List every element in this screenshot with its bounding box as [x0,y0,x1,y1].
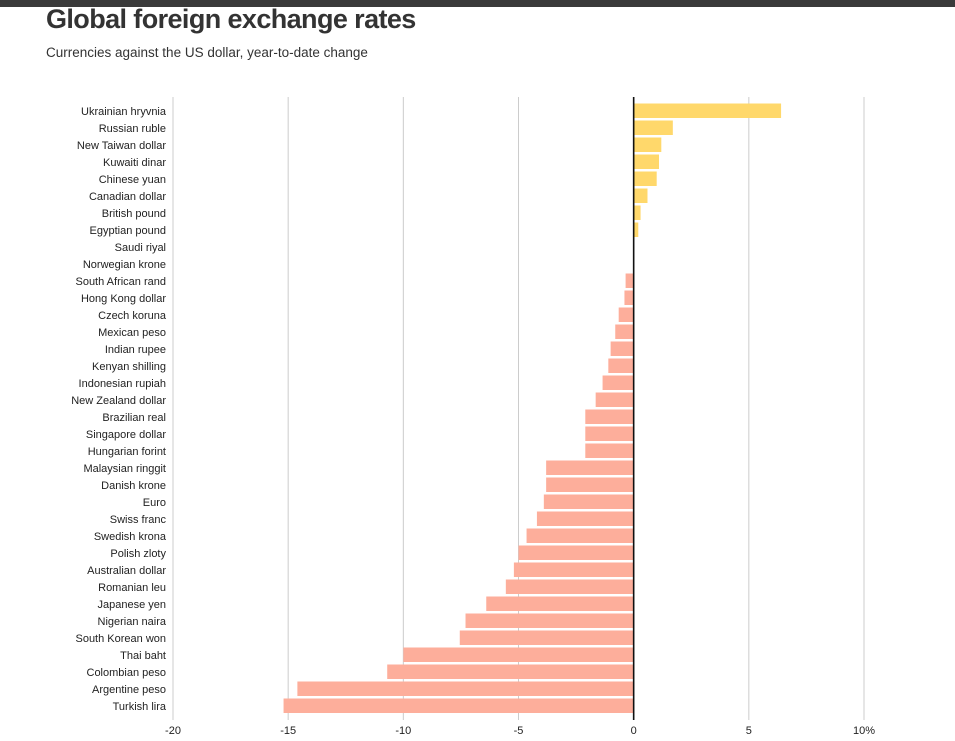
category-label: Swiss franc [110,514,167,526]
category-label: Euro [143,497,166,509]
bar [615,324,634,339]
bar [585,426,634,441]
category-label: Argentine peso [92,684,166,696]
category-label: Danish krone [101,480,166,492]
category-label: Kenyan shilling [92,361,166,373]
x-tick-label: -10 [395,725,411,737]
bar [618,307,634,322]
bar [624,290,634,305]
bar [526,528,634,543]
bar [518,545,634,560]
bar [513,562,634,577]
category-label: Ukrainian hryvnia [81,106,167,118]
x-tick-label: 10% [853,725,875,737]
bar [633,171,657,186]
bar [585,409,634,424]
category-label: British pound [102,208,166,220]
category-label: Hong Kong dollar [81,293,166,305]
top-bar [0,0,955,7]
category-labels: Ukrainian hryvnia Russian ruble New Taiwan… [71,106,167,713]
category-label: Hungarian forint [88,446,166,458]
category-label: Kuwaiti dinar [103,157,166,169]
category-label: Polish zloty [110,548,166,560]
bar [625,273,634,288]
category-label: South African rand [75,276,166,288]
category-label: South Korean won [75,633,166,645]
x-axis-ticks: -20 -15 -10 -5 0 5 10% [165,725,875,737]
category-label: Norwegian krone [83,259,166,271]
category-label: Egyptian pound [90,225,166,237]
bar [585,443,634,458]
bar [486,596,634,611]
bar [595,392,634,407]
category-label: Indian rupee [105,344,166,356]
bar [546,460,634,475]
category-label: Nigerian naira [98,616,167,628]
category-label: Australian dollar [87,565,166,577]
category-label: Brazilian real [102,412,166,424]
x-tick-label: 0 [631,725,637,737]
category-label: Japanese yen [98,599,167,611]
bar [297,681,634,696]
bar [633,137,662,152]
bar [465,613,634,628]
bar [543,494,634,509]
category-label: Turkish lira [113,701,167,713]
category-label: Canadian dollar [89,191,166,203]
category-label: Czech koruna [98,310,167,322]
category-label: Romanian leu [98,582,166,594]
x-tick-label: -20 [165,725,181,737]
category-label: Malaysian ringgit [83,463,166,475]
chart-subtitle: Currencies against the US dollar, year-t… [46,45,368,60]
category-label: Thai baht [120,650,166,662]
category-label: Chinese yuan [99,174,166,186]
bar [403,647,634,662]
bar [459,630,634,645]
bar [633,120,673,135]
bar [633,222,639,237]
category-label: Colombian peso [87,667,167,679]
bar [546,477,634,492]
bar [536,511,634,526]
chart-title: Global foreign exchange rates [46,4,416,34]
x-tick-label: -5 [514,725,524,737]
x-tick-label: 5 [746,725,752,737]
bars [283,103,782,713]
category-label: Singapore dollar [86,429,166,441]
bar [633,154,660,169]
bar [610,341,634,356]
category-label: Saudi riyal [115,242,166,254]
category-label: Mexican peso [98,327,166,339]
bar [505,579,634,594]
x-tick-label: -15 [280,725,296,737]
bar [633,205,641,220]
category-label: Swedish krona [94,531,167,543]
bar [602,375,634,390]
bar [387,664,634,679]
bar [608,358,634,373]
bar [633,188,648,203]
bar [633,103,782,118]
category-label: Russian ruble [99,123,166,135]
category-label: New Taiwan dollar [77,140,166,152]
category-label: New Zealand dollar [71,395,166,407]
bar [283,698,634,713]
category-label: Indonesian rupiah [79,378,166,390]
